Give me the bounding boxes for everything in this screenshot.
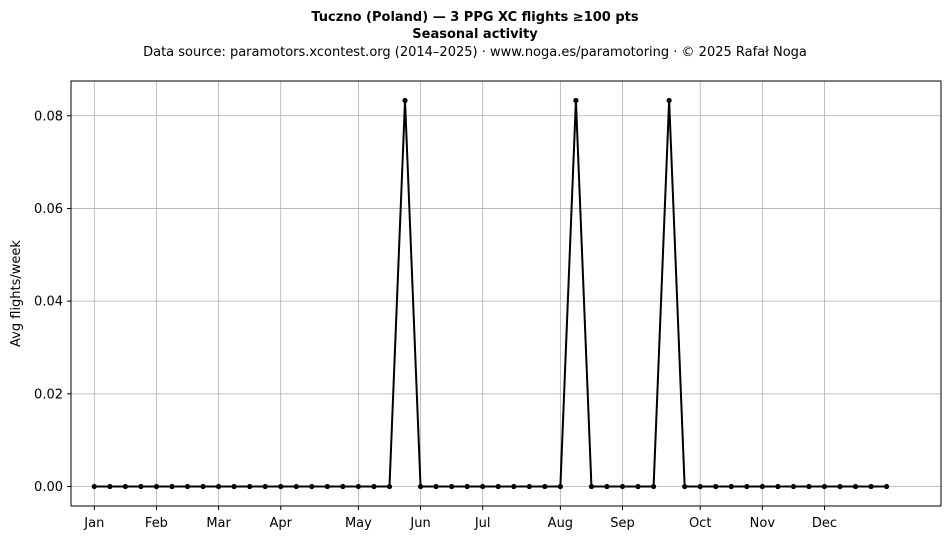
data-point (386, 483, 393, 490)
data-point (806, 483, 812, 490)
data-point (619, 483, 626, 490)
data-point (464, 483, 470, 490)
data-point (744, 483, 750, 490)
data-point (215, 483, 222, 490)
data-point (402, 97, 408, 104)
data-point (324, 483, 330, 490)
data-point (480, 483, 486, 490)
y-tick-label: 0.08 (34, 109, 63, 124)
data-point (122, 483, 128, 490)
data-point (417, 483, 424, 490)
data-point (650, 483, 657, 490)
data-point (433, 483, 439, 490)
grid-lines (71, 81, 941, 506)
axis-ticks: Jan Feb Mar Apr May Jun Jul Aug Sep Oct Nov Dec 0.00… (34, 109, 837, 531)
data-point (309, 483, 315, 490)
data-point (231, 483, 237, 490)
data-point (262, 483, 268, 490)
data-point (868, 483, 874, 490)
data-point (371, 483, 377, 490)
y-tick-label: 0.04 (34, 295, 63, 310)
data-point (884, 483, 890, 490)
data-point (573, 97, 579, 104)
data-point (759, 483, 765, 490)
data-point (184, 483, 191, 490)
data-point (790, 483, 797, 490)
y-tick-label: 0.00 (34, 480, 63, 495)
data-point (138, 483, 144, 490)
data-point (449, 483, 455, 490)
data-point (511, 483, 517, 490)
chart-title: Tuczno (Poland) — 3 PPG XC flights ≥100 … (311, 10, 639, 25)
chart-subtitle: Seasonal activity (412, 27, 538, 42)
x-tick-label: Dec (812, 516, 837, 531)
y-tick-label: 0.02 (34, 387, 63, 402)
chart-source-note: Data source: paramotors.xcontest.org (20… (143, 45, 807, 60)
data-point (107, 483, 113, 490)
data-point (526, 483, 532, 490)
data-point (635, 483, 641, 490)
data-point (293, 483, 299, 490)
x-tick-label: Mar (206, 516, 231, 531)
data-point (852, 483, 859, 490)
x-tick-label: Sep (610, 516, 635, 531)
data-point (604, 483, 610, 490)
data-point (355, 483, 362, 490)
data-point (837, 483, 843, 490)
data-point (728, 483, 734, 490)
x-tick-label: Apr (269, 516, 292, 531)
x-tick-label: Aug (548, 516, 573, 531)
x-tick-label: May (345, 516, 372, 531)
data-point (588, 483, 595, 490)
plot-area-frame (70, 80, 942, 507)
data-point (200, 483, 206, 490)
data-point (775, 483, 781, 490)
data-point (557, 483, 563, 490)
data-point (247, 483, 253, 490)
data-point (713, 483, 719, 490)
y-tick-label: 0.06 (34, 202, 63, 217)
data-point (169, 483, 175, 490)
x-tick-label: Feb (145, 516, 168, 531)
x-tick-label: Oct (689, 516, 711, 531)
data-point (495, 483, 501, 490)
x-tick-label: Jan (83, 516, 104, 531)
data-point (340, 483, 346, 490)
x-tick-label: Jun (409, 516, 430, 531)
data-point (542, 483, 548, 490)
data-point (697, 483, 703, 490)
data-point (666, 97, 672, 104)
data-point (153, 483, 160, 490)
y-axis-label: Avg flights/week (9, 240, 24, 347)
data-point (821, 483, 828, 490)
x-tick-label: Nov (750, 516, 776, 531)
data-point (91, 483, 97, 490)
data-point (682, 483, 688, 490)
data-point (278, 483, 284, 490)
series-line (94, 99, 887, 488)
x-tick-label: Jul (474, 516, 491, 531)
series-layer (91, 97, 890, 490)
